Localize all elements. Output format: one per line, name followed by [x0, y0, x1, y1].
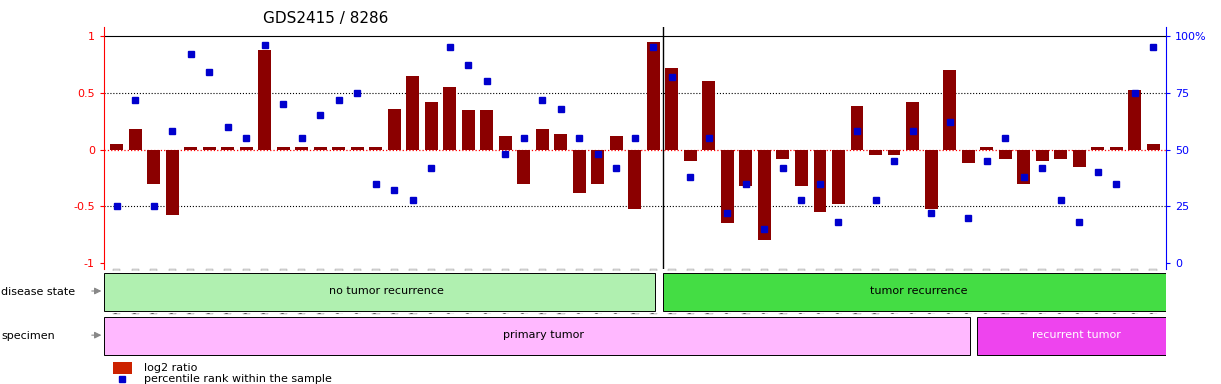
Bar — [777, 149, 790, 159]
Bar — [128, 129, 142, 149]
Bar — [350, 147, 364, 149]
Bar — [259, 50, 271, 149]
Bar — [977, 317, 1166, 355]
Bar — [832, 149, 845, 204]
Bar — [277, 147, 289, 149]
Bar — [851, 106, 863, 149]
Bar — [1072, 149, 1085, 167]
Bar — [104, 273, 656, 311]
Bar — [554, 134, 568, 149]
Bar — [110, 144, 123, 149]
Bar — [665, 68, 679, 149]
Bar — [943, 70, 956, 149]
Bar — [684, 149, 697, 161]
Bar — [221, 147, 234, 149]
Bar — [518, 149, 530, 184]
Bar — [1092, 147, 1104, 149]
Bar — [388, 109, 400, 149]
Bar — [906, 102, 919, 149]
Bar — [332, 147, 346, 149]
Bar — [888, 149, 901, 155]
Bar — [869, 149, 882, 155]
Bar — [112, 362, 132, 374]
Text: recurrent tumor: recurrent tumor — [1032, 330, 1121, 340]
Bar — [203, 147, 216, 149]
Bar — [1017, 149, 1031, 184]
Text: percentile rank within the sample: percentile rank within the sample — [144, 374, 331, 384]
Bar — [166, 149, 178, 215]
Bar — [591, 149, 604, 184]
Bar — [1128, 91, 1142, 149]
Text: disease state: disease state — [1, 287, 76, 297]
Bar — [795, 149, 808, 186]
Bar — [610, 136, 623, 149]
Text: primary tumor: primary tumor — [503, 330, 584, 340]
Bar — [702, 81, 716, 149]
Text: no tumor recurrence: no tumor recurrence — [328, 286, 443, 296]
Bar — [647, 41, 659, 149]
Text: GDS2415 / 8286: GDS2415 / 8286 — [264, 11, 388, 26]
Bar — [1054, 149, 1067, 159]
Bar — [425, 102, 438, 149]
Bar — [1147, 144, 1160, 149]
Bar — [239, 147, 253, 149]
Bar — [184, 147, 198, 149]
Bar — [962, 149, 974, 163]
Bar — [980, 147, 993, 149]
Bar — [813, 149, 827, 212]
Bar — [295, 147, 308, 149]
Bar — [663, 273, 1166, 311]
Bar — [629, 149, 641, 209]
Text: tumor recurrence: tumor recurrence — [871, 286, 968, 296]
Bar — [104, 317, 969, 355]
Bar — [720, 149, 734, 223]
Bar — [148, 149, 160, 184]
Bar — [536, 129, 549, 149]
Bar — [924, 149, 938, 209]
Bar — [369, 147, 382, 149]
Bar — [443, 87, 457, 149]
Bar — [480, 110, 493, 149]
Bar — [462, 110, 475, 149]
Text: specimen: specimen — [1, 331, 55, 341]
Text: log2 ratio: log2 ratio — [144, 363, 197, 373]
Bar — [314, 147, 327, 149]
Bar — [1035, 149, 1049, 161]
Bar — [499, 136, 512, 149]
Bar — [407, 76, 419, 149]
Bar — [740, 149, 752, 186]
Bar — [999, 149, 1011, 159]
Bar — [573, 149, 586, 193]
Bar — [758, 149, 770, 240]
Bar — [1110, 147, 1122, 149]
